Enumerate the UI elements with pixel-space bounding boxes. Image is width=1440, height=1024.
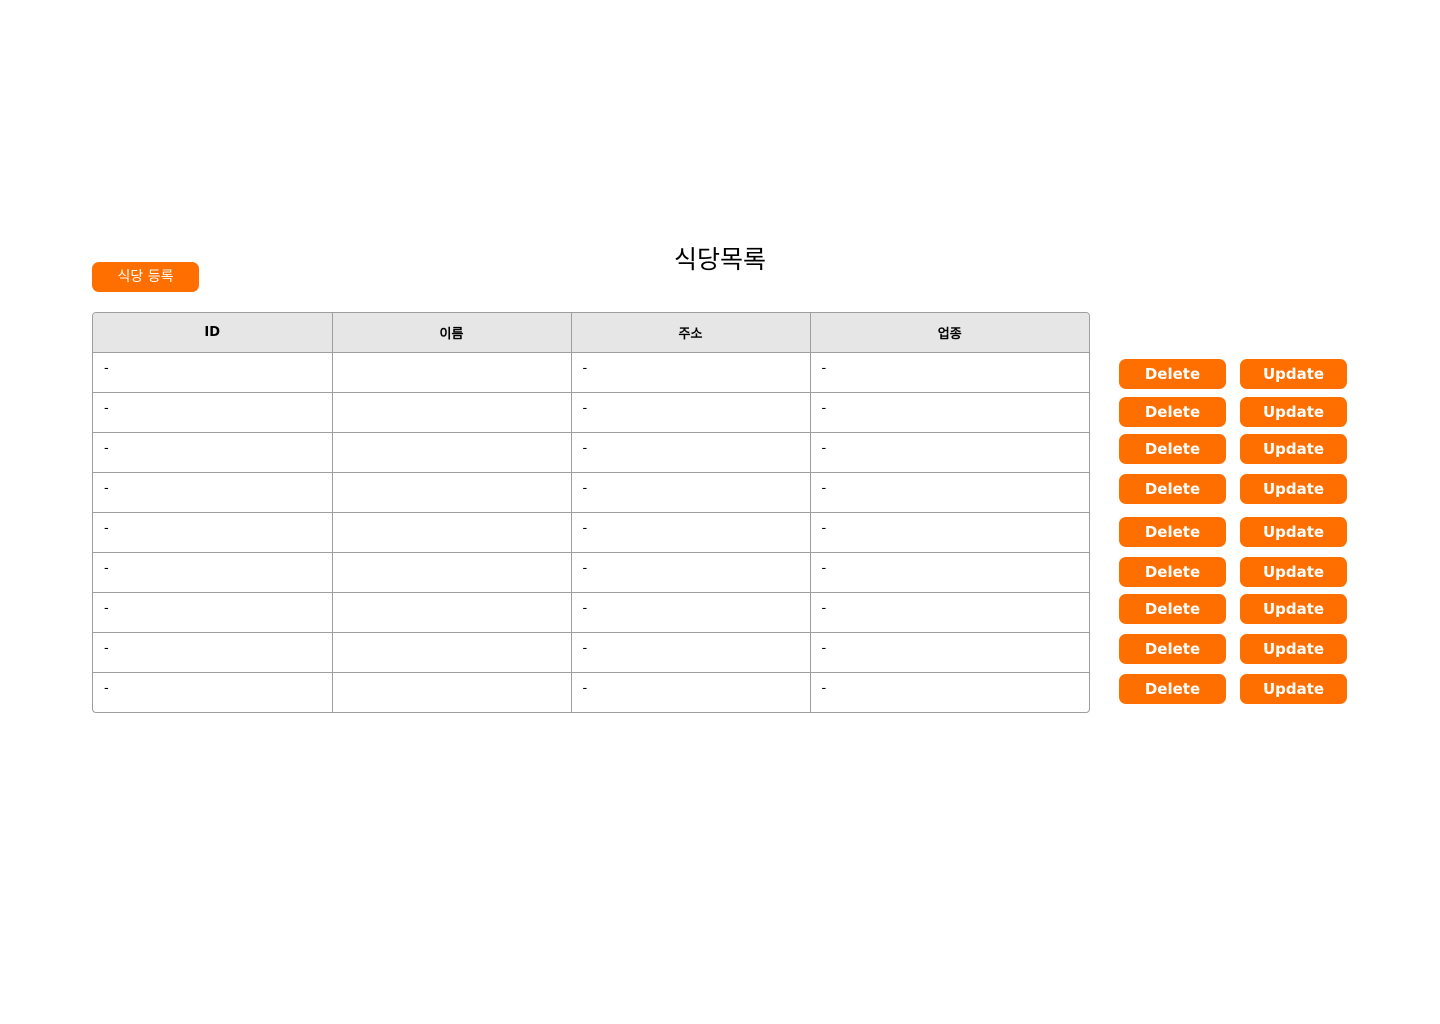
- cell-address: -: [571, 632, 811, 673]
- cell-address: -: [571, 592, 811, 633]
- restaurant-table: ID 이름 주소 업종 - - - - - -: [93, 313, 1089, 712]
- table-row: - - -: [93, 512, 1089, 553]
- delete-button[interactable]: Delete: [1119, 474, 1226, 504]
- table-row: - - -: [93, 552, 1089, 593]
- table-row: - - -: [93, 352, 1089, 393]
- cell-id: -: [93, 512, 333, 553]
- cell-name: [332, 512, 572, 553]
- cell-name: [332, 472, 572, 513]
- cell-address: -: [571, 352, 811, 393]
- cell-address: -: [571, 512, 811, 553]
- update-button[interactable]: Update: [1240, 594, 1347, 624]
- table-row: - - -: [93, 432, 1089, 473]
- delete-button[interactable]: Delete: [1119, 397, 1226, 427]
- update-button[interactable]: Update: [1240, 359, 1347, 389]
- column-header-name: 이름: [332, 313, 572, 353]
- column-header-id: ID: [93, 313, 333, 353]
- cell-name: [332, 672, 572, 712]
- table-row: - - -: [93, 472, 1089, 513]
- table-header-row: ID 이름 주소 업종: [93, 313, 1089, 353]
- restaurant-table-container: ID 이름 주소 업종 - - - - - -: [92, 312, 1090, 713]
- table-row: - - -: [93, 392, 1089, 433]
- column-header-address: 주소: [571, 313, 811, 353]
- cell-id: -: [93, 472, 333, 513]
- cell-id: -: [93, 552, 333, 593]
- cell-category: -: [810, 432, 1089, 473]
- update-button[interactable]: Update: [1240, 434, 1347, 464]
- column-header-category: 업종: [810, 313, 1089, 353]
- cell-name: [332, 592, 572, 633]
- update-button[interactable]: Update: [1240, 634, 1347, 664]
- cell-id: -: [93, 672, 333, 712]
- cell-name: [332, 632, 572, 673]
- register-restaurant-button[interactable]: 식당 등록: [92, 262, 199, 292]
- cell-category: -: [810, 392, 1089, 433]
- update-button[interactable]: Update: [1240, 557, 1347, 587]
- delete-button[interactable]: Delete: [1119, 434, 1226, 464]
- delete-button[interactable]: Delete: [1119, 557, 1226, 587]
- delete-button[interactable]: Delete: [1119, 634, 1226, 664]
- delete-button[interactable]: Delete: [1119, 517, 1226, 547]
- cell-category: -: [810, 472, 1089, 513]
- cell-category: -: [810, 352, 1089, 393]
- cell-id: -: [93, 592, 333, 633]
- cell-id: -: [93, 352, 333, 393]
- cell-category: -: [810, 552, 1089, 593]
- cell-address: -: [571, 672, 811, 712]
- cell-name: [332, 432, 572, 473]
- update-button[interactable]: Update: [1240, 397, 1347, 427]
- update-button[interactable]: Update: [1240, 674, 1347, 704]
- cell-address: -: [571, 432, 811, 473]
- cell-address: -: [571, 472, 811, 513]
- cell-name: [332, 392, 572, 433]
- cell-name: [332, 552, 572, 593]
- cell-category: -: [810, 592, 1089, 633]
- update-button[interactable]: Update: [1240, 517, 1347, 547]
- cell-id: -: [93, 432, 333, 473]
- cell-id: -: [93, 632, 333, 673]
- cell-category: -: [810, 512, 1089, 553]
- table-row: - - -: [93, 592, 1089, 633]
- table-row: - - -: [93, 672, 1089, 712]
- cell-category: -: [810, 632, 1089, 673]
- page-title: 식당목록: [673, 245, 766, 274]
- cell-address: -: [571, 392, 811, 433]
- delete-button[interactable]: Delete: [1119, 359, 1226, 389]
- table-row: - - -: [93, 632, 1089, 673]
- delete-button[interactable]: Delete: [1119, 594, 1226, 624]
- delete-button[interactable]: Delete: [1119, 674, 1226, 704]
- update-button[interactable]: Update: [1240, 474, 1347, 504]
- cell-address: -: [571, 552, 811, 593]
- cell-id: -: [93, 392, 333, 433]
- cell-name: [332, 352, 572, 393]
- cell-category: -: [821, 680, 827, 696]
